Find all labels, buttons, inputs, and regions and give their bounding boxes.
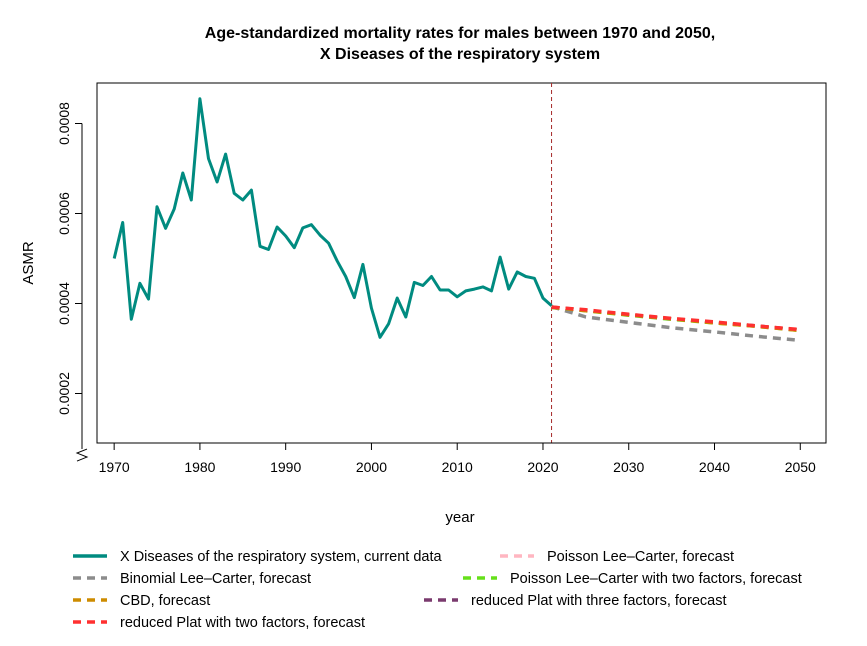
legend-item-5: Poisson Lee–Carter with two factors, for… — [463, 571, 802, 587]
legend: X Diseases of the respiratory system, cu… — [73, 549, 802, 631]
series-line-1 — [551, 304, 801, 343]
legend-item-1: Binomial Lee–Carter, forecast — [73, 571, 311, 587]
y-tick-label: 0.0008 — [56, 102, 72, 145]
legend-label: CBD, forecast — [120, 593, 210, 609]
x-axis-label: year — [445, 509, 474, 526]
chart-title-line-1: Age-standardized mortality rates for mal… — [205, 25, 715, 42]
legend-label: Binomial Lee–Carter, forecast — [120, 571, 311, 587]
legend-item-2: CBD, forecast — [73, 593, 210, 609]
legend-label: Poisson Lee–Carter with two factors, for… — [510, 571, 802, 587]
chart-title-line-2: X Diseases of the respiratory system — [320, 46, 600, 63]
legend-item-3: reduced Plat with two factors, forecast — [73, 615, 365, 631]
series-line-0 — [112, 97, 553, 339]
x-axis: 1970 1980 1990 2000 2010 2020 2030 2040 2050 — [99, 442, 816, 475]
y-axis-break-marker — [75, 448, 89, 462]
x-tick-label: 2020 — [527, 459, 558, 475]
legend-label: reduced Plat with three factors, forecas… — [471, 593, 727, 609]
x-tick-label: 2010 — [442, 459, 473, 475]
x-tick-label: 2000 — [356, 459, 387, 475]
x-tick-label: 1970 — [99, 459, 130, 475]
legend-label: reduced Plat with two factors, forecast — [120, 615, 365, 631]
y-axis: 0.0002 0.0004 0.0006 0.0008 — [56, 102, 89, 462]
legend-item-6: reduced Plat with three factors, forecas… — [424, 593, 727, 609]
x-tick-label: 1980 — [184, 459, 215, 475]
y-tick-label: 0.0004 — [56, 282, 72, 325]
y-tick-label: 0.0006 — [56, 192, 72, 235]
legend-label: X Diseases of the respiratory system, cu… — [120, 549, 442, 565]
x-tick-label: 2050 — [785, 459, 816, 475]
legend-label: Poisson Lee–Carter, forecast — [547, 549, 734, 565]
legend-item-0: X Diseases of the respiratory system, cu… — [73, 549, 442, 565]
legend-item-4: Poisson Lee–Carter, forecast — [500, 549, 734, 565]
series-line-3 — [551, 305, 801, 332]
x-tick-label: 2030 — [613, 459, 644, 475]
plot-area — [112, 83, 801, 443]
x-tick-label: 1990 — [270, 459, 301, 475]
y-axis-label: ASMR — [20, 241, 37, 285]
y-tick-label: 0.0002 — [56, 372, 72, 415]
x-tick-label: 2040 — [699, 459, 730, 475]
